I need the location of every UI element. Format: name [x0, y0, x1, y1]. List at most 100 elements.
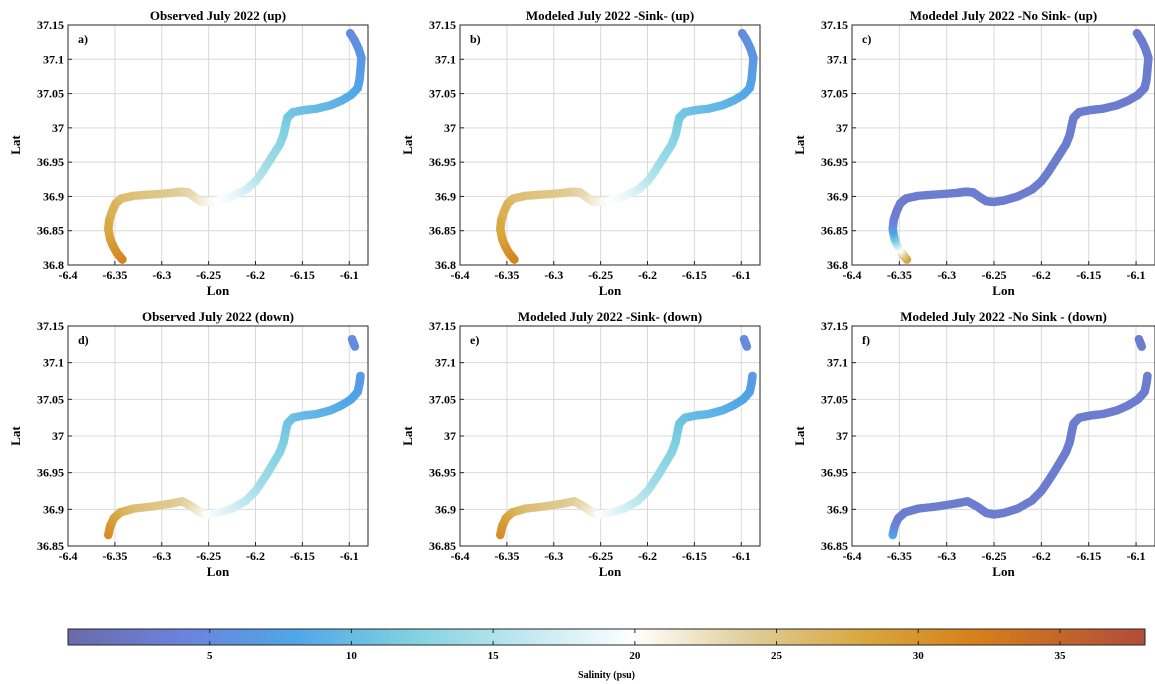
colorbar-label: Salinity (psu) — [578, 670, 635, 681]
y-tick-label: 37 — [52, 121, 64, 135]
x-tick-label: -6.1 — [1127, 268, 1146, 282]
axes-box — [851, 24, 1155, 266]
data-points — [496, 28, 758, 264]
y-tick-label: 36.9 — [435, 189, 456, 203]
colorbar-tick-label: 20 — [629, 650, 641, 662]
x-tick-label: -6.15 — [682, 268, 707, 282]
y-tick-label: 36.85 — [821, 224, 848, 238]
x-tick-label: -6.4 — [451, 268, 470, 282]
x-tick-label: -6.2 — [246, 268, 265, 282]
x-tick-label: -6.35 — [494, 549, 519, 563]
panel-title: Modedel July 2022 -No Sink- (up) — [910, 8, 1097, 23]
y-tick-label: 37.05 — [37, 87, 64, 101]
panel-letter: c) — [862, 32, 871, 46]
data-point — [356, 371, 365, 381]
x-tick-label: -6.35 — [494, 268, 519, 282]
y-tick-label: 37.05 — [429, 87, 456, 101]
x-tick-label: -6.15 — [290, 268, 315, 282]
x-axis-label: Lon — [599, 564, 622, 579]
panel-letter: a) — [78, 32, 88, 46]
x-tick-label: -6.25 — [982, 549, 1007, 563]
panel-letter: b) — [470, 32, 481, 46]
y-tick-label: 36.85 — [821, 539, 848, 553]
y-tick-label: 37.15 — [37, 18, 64, 32]
y-tick-label: 37.1 — [435, 52, 456, 66]
y-tick-label: 36.9 — [827, 502, 848, 516]
y-tick-label: 37.1 — [43, 356, 64, 370]
y-tick-label: 36.95 — [821, 155, 848, 169]
x-tick-label: -6.3 — [937, 268, 956, 282]
x-tick-label: -6.1 — [732, 549, 751, 563]
y-axis-label: Lat — [400, 426, 415, 446]
x-tick-label: -6.3 — [544, 549, 563, 563]
x-tick-label: -6.2 — [638, 268, 657, 282]
x-tick-label: -6.4 — [843, 549, 862, 563]
data-point — [1132, 28, 1142, 38]
x-tick-label: -6.35 — [887, 268, 912, 282]
y-tick-label: 37.15 — [429, 319, 456, 333]
panel-title: Observed July 2022 (up) — [150, 8, 286, 23]
x-tick-label: -6.2 — [1032, 549, 1051, 563]
y-tick-label: 37.05 — [429, 392, 456, 406]
y-tick-label: 37.15 — [821, 319, 848, 333]
y-tick-label: 36.9 — [43, 502, 64, 516]
x-tick-label: -6.15 — [1076, 549, 1101, 563]
y-axis-label: Lat — [8, 135, 23, 155]
x-tick-label: -6.1 — [1127, 549, 1146, 563]
y-tick-label: 37.15 — [821, 18, 848, 32]
x-tick-label: -6.3 — [937, 549, 956, 563]
x-tick-label: -6.2 — [246, 549, 265, 563]
colorbar-tick-label: 10 — [346, 650, 358, 662]
y-tick-label: 36.95 — [821, 466, 848, 480]
x-tick-label: -6.15 — [290, 549, 315, 563]
y-tick-label: 37.05 — [821, 87, 848, 101]
x-axis-label: Lon — [599, 283, 622, 298]
y-tick-label: 37.1 — [435, 356, 456, 370]
x-tick-label: -6.1 — [340, 549, 359, 563]
data-point — [1137, 342, 1147, 351]
panel-letter: d) — [78, 333, 89, 347]
data-point — [1143, 371, 1152, 381]
x-axis-label: Lon — [992, 283, 1015, 298]
x-axis-label: Lon — [992, 564, 1015, 579]
x-tick-label: -6.4 — [59, 268, 78, 282]
y-tick-label: 36.85 — [37, 224, 64, 238]
x-axis-label: Lon — [207, 564, 230, 579]
panel-d: -6.4 -6.35 -6.3 -6.25 -6.2 -6.15 -6.1 37.15 37.1… — [8, 309, 369, 579]
y-tick-label: 36.8 — [43, 258, 64, 272]
x-axis-label: Lon — [207, 283, 230, 298]
x-tick-label: -6.3 — [152, 268, 171, 282]
x-tick-label: -6.25 — [588, 549, 613, 563]
panel-letter: e) — [470, 333, 479, 347]
x-tick-label: -6.25 — [982, 268, 1007, 282]
y-tick-label: 37 — [836, 121, 848, 135]
data-point — [748, 371, 757, 381]
x-tick-label: -6.3 — [544, 268, 563, 282]
y-tick-label: 36.85 — [429, 224, 456, 238]
panel-f: -6.4 -6.35 -6.3 -6.25 -6.2 -6.15 -6.1 37.15 37.1… — [792, 309, 1155, 579]
data-point — [737, 28, 747, 38]
colorbar-tick-label: 5 — [207, 650, 213, 662]
x-tick-label: -6.25 — [588, 268, 613, 282]
panel-letter: f) — [862, 333, 870, 347]
x-tick-label: -6.2 — [638, 549, 657, 563]
y-tick-label: 36.95 — [429, 155, 456, 169]
axes-box — [459, 24, 761, 266]
x-tick-label: -6.1 — [340, 268, 359, 282]
x-tick-label: -6.15 — [1076, 268, 1101, 282]
data-point — [345, 28, 355, 38]
y-tick-label: 36.85 — [37, 539, 64, 553]
y-tick-label: 37.05 — [821, 392, 848, 406]
x-tick-label: -6.35 — [887, 549, 912, 563]
y-tick-label: 37.05 — [37, 392, 64, 406]
panel-a: -6.4 -6.35 -6.3 -6.25 -6.2 -6.15 -6.1 37.15 37.1… — [8, 8, 369, 298]
y-tick-label: 37.1 — [827, 52, 848, 66]
y-tick-label: 37.15 — [37, 319, 64, 333]
axes-box — [67, 24, 369, 266]
x-tick-label: -6.1 — [732, 268, 751, 282]
y-tick-label: 36.8 — [827, 258, 848, 272]
y-tick-label: 36.9 — [43, 189, 64, 203]
panel-c: -6.4 -6.35 -6.3 -6.25 -6.2 -6.15 -6.1 37.15 37.1… — [792, 8, 1155, 298]
y-tick-label: 36.95 — [429, 466, 456, 480]
